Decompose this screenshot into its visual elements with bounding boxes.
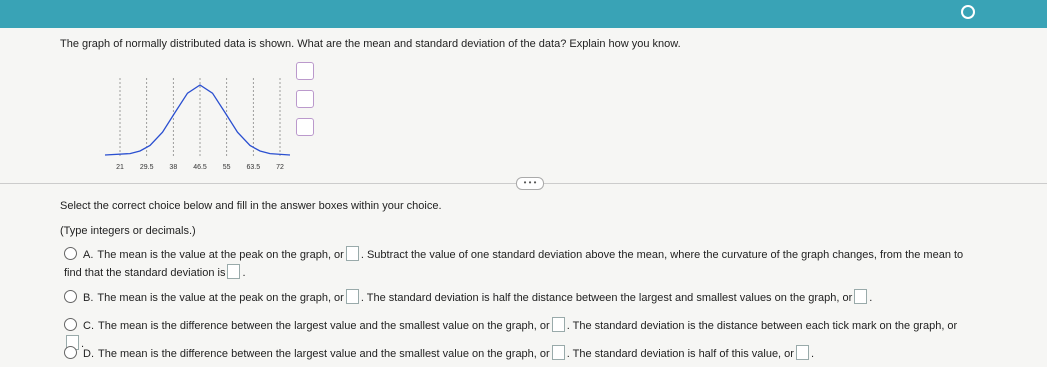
choice-text: . The standard deviation is the distance… [566,320,958,332]
answer-box[interactable] [345,289,359,304]
choice-text: . Subtract the value of one standard dev… [64,249,964,279]
zoom-in-icon[interactable] [296,62,314,80]
answer-box[interactable] [551,317,565,332]
top-bar [0,0,1047,28]
answer-box[interactable] [795,345,809,360]
radio-button[interactable] [64,247,77,260]
answer-box[interactable] [551,345,565,360]
radio-button[interactable] [64,290,77,303]
tick-label: 55 [223,164,231,171]
tick-label: 21 [116,164,124,171]
tick-label: 46.5 [193,164,207,171]
choice: D. The mean is the difference between the… [64,345,964,363]
choice-letter: C. [83,320,94,332]
instruction-note: (Type integers or decimals.) [60,225,196,237]
tick-label: 72 [276,164,284,171]
choice-text: . [242,267,246,279]
tick-label: 63.5 [247,164,261,171]
question: The graph of normally distributed data i… [60,38,681,50]
popout-icon[interactable] [296,118,314,136]
expand-button[interactable]: • • • [516,177,544,190]
tick-label: 29.5 [140,164,154,171]
choice: B. The mean is the value at the peak on t… [64,289,964,307]
choice-text: The mean is the value at the peak on the… [97,249,344,261]
choice-text: . [869,292,873,304]
normal-curve [104,84,291,156]
zoom-out-icon[interactable] [296,90,314,108]
choice-text: The mean is the difference between the l… [98,348,550,360]
choice-letter: B. [83,292,94,304]
choice-letter: D. [83,348,94,360]
choice-text: . The standard deviation is half of this… [566,348,794,360]
choice-text: The mean is the difference between the l… [98,320,550,332]
instruction: Select the correct choice below and fill… [60,200,442,212]
choice-text: . [81,338,85,350]
choice-text: . [810,348,815,360]
settings-icon[interactable] [961,5,975,19]
choice-letter: A. [83,249,94,261]
choice-text: . The standard deviation is half the dis… [360,292,853,304]
radio-button[interactable] [64,318,77,331]
answer-box[interactable] [345,246,359,261]
answer-box[interactable] [854,289,868,304]
choice: A. The mean is the value at the peak on t… [64,246,964,282]
choice-text: The mean is the value at the peak on the… [97,292,344,304]
radio-button[interactable] [64,346,77,359]
answer-box[interactable] [227,264,241,279]
tick-label: 38 [169,164,177,171]
normal-graph: 21 29.5 38 46.5 55 63.5 72 [104,78,291,171]
choice: C. The mean is the difference between the… [64,317,964,353]
